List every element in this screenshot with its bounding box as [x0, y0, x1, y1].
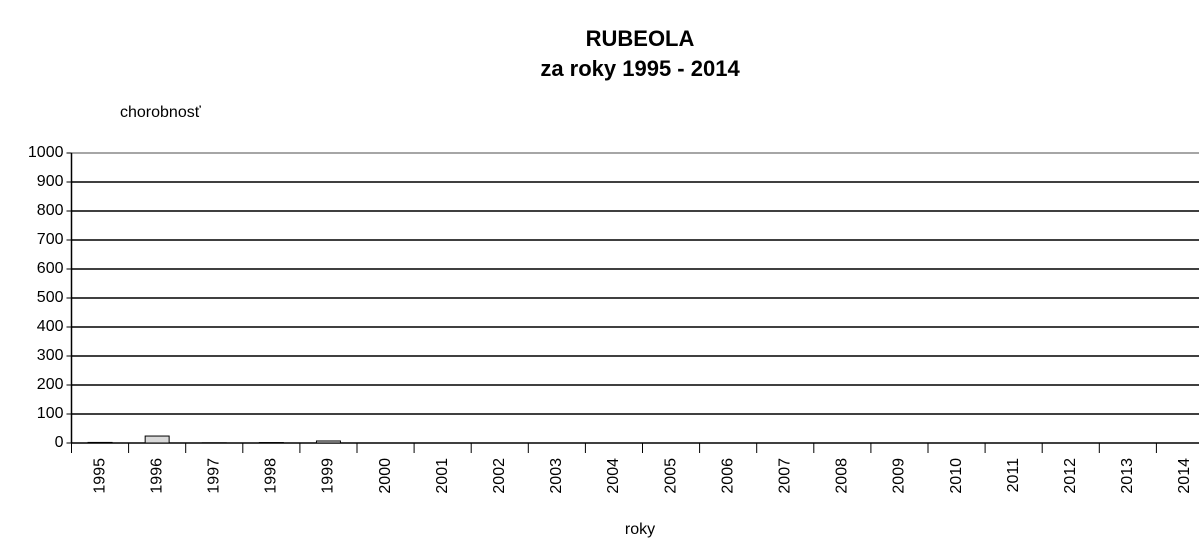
x-tick-label: 2007	[776, 458, 793, 494]
x-tick-label: 2011	[1005, 458, 1022, 493]
y-tick-label: 500	[37, 289, 64, 306]
bar	[87, 441, 113, 444]
x-tick-label: 1997	[205, 458, 222, 494]
x-tick-label: 2002	[491, 458, 508, 494]
y-tick-label: 400	[37, 318, 64, 335]
y-tick-label: 100	[37, 405, 64, 422]
y-tick-label: 700	[37, 231, 64, 248]
chart-title: RUBEOLA	[586, 26, 695, 51]
x-tick-label: 1999	[320, 458, 337, 494]
x-tick-label: 2010	[948, 458, 965, 494]
x-tick-label: 2005	[662, 458, 679, 494]
y-axis-label: chorobnosť	[120, 104, 202, 121]
x-tick-label: 2012	[1062, 458, 1079, 494]
y-tick-label: 1000	[28, 144, 64, 161]
x-tick-label: 2008	[834, 458, 851, 494]
x-tick-label: 2006	[719, 458, 736, 494]
x-tick-label: 2000	[377, 458, 394, 494]
y-tick-label: 300	[37, 347, 64, 364]
y-tick-label: 600	[37, 260, 64, 277]
x-axis-label: roky	[625, 521, 655, 538]
y-tick-label: 0	[55, 434, 64, 451]
bar	[144, 435, 170, 444]
x-tick-label: 2004	[605, 458, 622, 494]
x-tick-label: 2013	[1119, 458, 1136, 494]
x-tick-label: 1996	[148, 458, 165, 494]
x-tick-label: 2001	[434, 458, 451, 494]
x-tick-label: 1995	[91, 458, 108, 494]
bar	[315, 440, 341, 444]
x-tick-label: 2009	[891, 458, 908, 494]
y-tick-label: 900	[37, 173, 64, 190]
y-tick-label: 200	[37, 376, 64, 393]
x-tick-label: 2003	[548, 458, 565, 494]
chart-subtitle: za roky 1995 - 2014	[540, 56, 740, 81]
y-tick-label: 800	[37, 202, 64, 219]
x-tick-label: 1998	[263, 458, 280, 494]
x-tick-label: 2014	[1176, 458, 1193, 494]
